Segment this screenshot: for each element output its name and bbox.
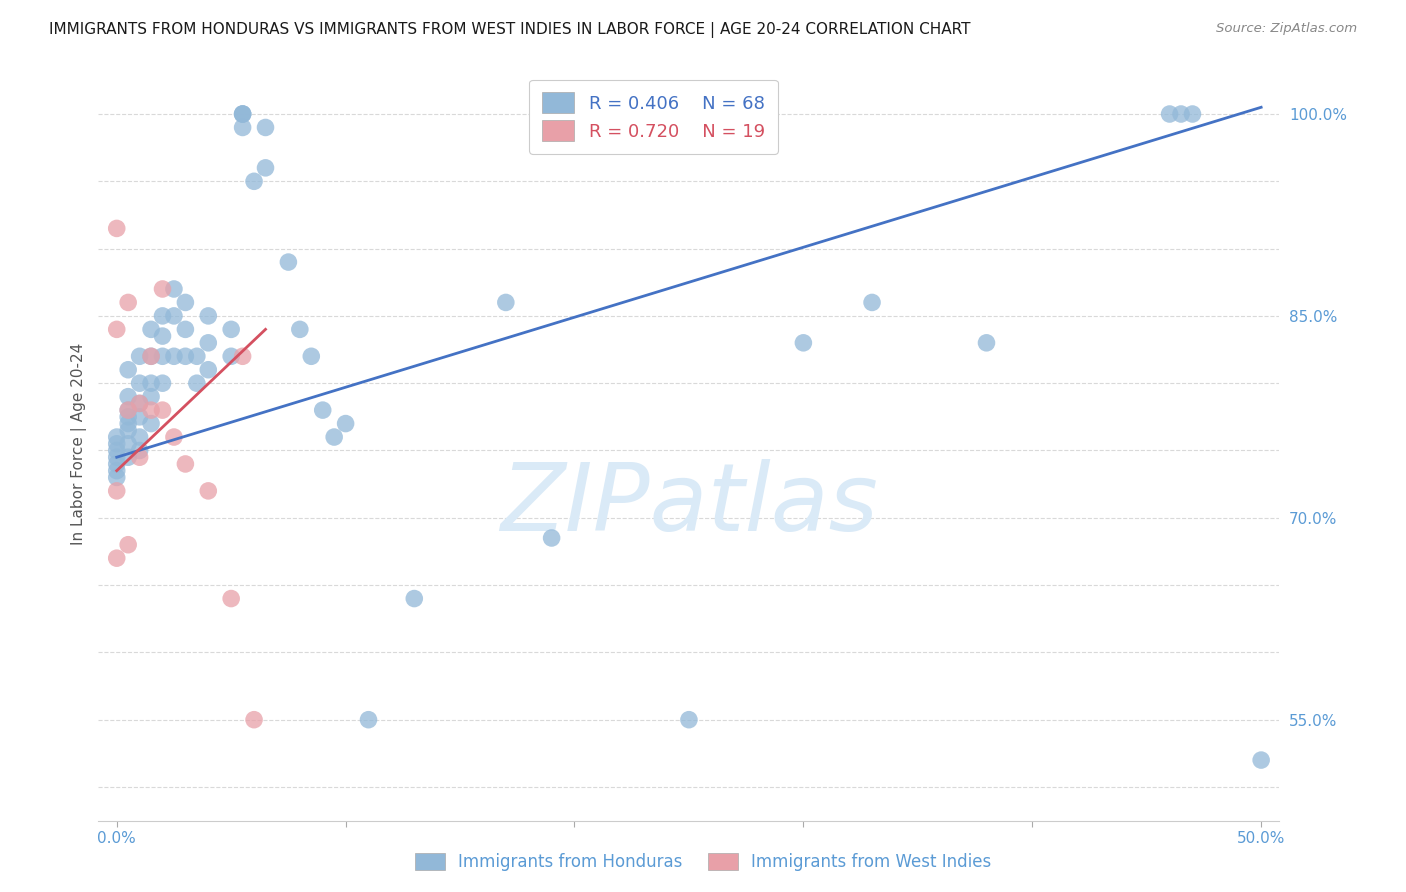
Point [186,376,208,391]
Legend: R = 0.406    N = 68, R = 0.720    N = 19: R = 0.406 N = 68, R = 0.720 N = 19 [529,79,778,154]
Point [128,396,150,410]
Point [105,464,128,478]
Point [105,322,128,336]
Point [323,430,346,444]
Y-axis label: In Labor Force | Age 20-24: In Labor Force | Age 20-24 [72,343,87,545]
Point [163,282,186,296]
Point [860,295,883,310]
Point [117,363,139,377]
Point [117,409,139,424]
Point [139,322,162,336]
Point [139,376,162,391]
Point [128,443,150,458]
Point [219,322,242,336]
Point [1250,753,1272,767]
Point [163,309,186,323]
Point [232,107,254,121]
Point [152,282,174,296]
Point [219,349,242,363]
Point [197,483,219,498]
Point [117,295,139,310]
Point [540,531,562,545]
Point [174,295,197,310]
Point [117,450,139,465]
Text: Source: ZipAtlas.com: Source: ZipAtlas.com [1216,22,1357,36]
Point [152,376,174,391]
Point [117,423,139,437]
Point [312,403,335,417]
Point [139,390,162,404]
Point [105,430,128,444]
Point [152,349,174,363]
Point [117,436,139,450]
Point [105,450,128,465]
Point [128,450,150,465]
Point [128,396,150,410]
Point [105,551,128,566]
Point [232,107,254,121]
Point [117,538,139,552]
Point [197,363,219,377]
Point [976,335,998,350]
Point [495,295,517,310]
Point [139,349,162,363]
Point [232,349,254,363]
Point [152,309,174,323]
Point [232,107,254,121]
Point [105,443,128,458]
Point [152,403,174,417]
Point [152,329,174,343]
Point [105,483,128,498]
Point [105,470,128,484]
Text: IMMIGRANTS FROM HONDURAS VS IMMIGRANTS FROM WEST INDIES IN LABOR FORCE | AGE 20-: IMMIGRANTS FROM HONDURAS VS IMMIGRANTS F… [49,22,970,38]
Point [163,349,186,363]
Point [678,713,700,727]
Point [197,335,219,350]
Point [117,403,139,417]
Point [219,591,242,606]
Legend: Immigrants from Honduras, Immigrants from West Indies: Immigrants from Honduras, Immigrants fro… [406,845,1000,880]
Point [139,417,162,431]
Point [117,403,139,417]
Point [128,376,150,391]
Point [105,457,128,471]
Point [243,713,266,727]
Point [128,430,150,444]
Point [128,349,150,363]
Point [139,349,162,363]
Point [105,436,128,450]
Point [299,349,322,363]
Point [197,309,219,323]
Point [174,349,197,363]
Point [174,457,197,471]
Point [174,322,197,336]
Point [186,349,208,363]
Point [792,335,814,350]
Point [243,174,266,188]
Point [404,591,426,606]
Point [288,322,311,336]
Point [357,713,380,727]
Point [128,409,150,424]
Point [254,120,277,135]
Point [277,255,299,269]
Point [117,390,139,404]
Point [163,430,186,444]
Point [117,417,139,431]
Text: ZIPatlas: ZIPatlas [501,458,877,549]
Point [335,417,357,431]
Point [254,161,277,175]
Point [232,120,254,135]
Point [105,221,128,235]
Point [1170,107,1192,121]
Point [1181,107,1204,121]
Point [139,403,162,417]
Point [1159,107,1181,121]
